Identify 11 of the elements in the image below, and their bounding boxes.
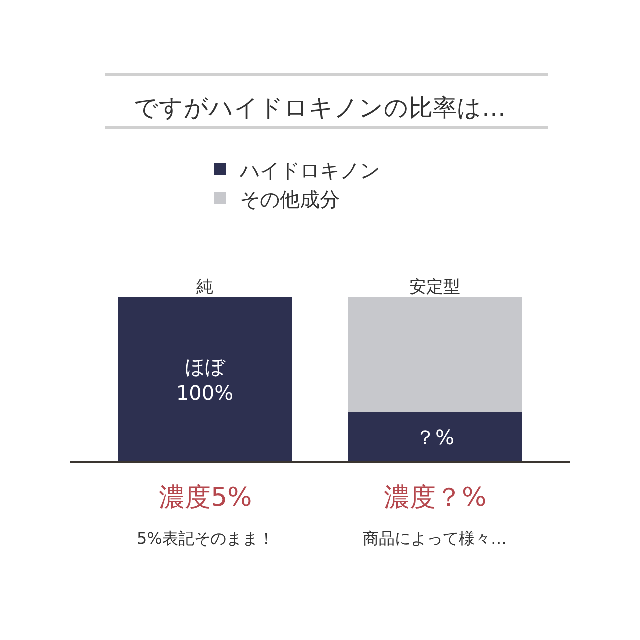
- text: 濃度5%: [159, 483, 252, 513]
- x-tick-label: 純: [196, 278, 214, 298]
- text: 濃度？%: [384, 483, 487, 513]
- data-label: ？%: [415, 426, 455, 450]
- x-tick-label: 安定型: [410, 278, 460, 298]
- legend-label: その他成分: [240, 187, 340, 212]
- chart-title: ですがハイドロキノンの比率は…: [134, 94, 506, 122]
- text: 5%表記そのまま！: [137, 529, 274, 548]
- text: 商品によって様々…: [363, 529, 507, 548]
- data-label: ほぼ 100%: [176, 355, 234, 405]
- legend-label: ハイドロキノン: [239, 158, 380, 182]
